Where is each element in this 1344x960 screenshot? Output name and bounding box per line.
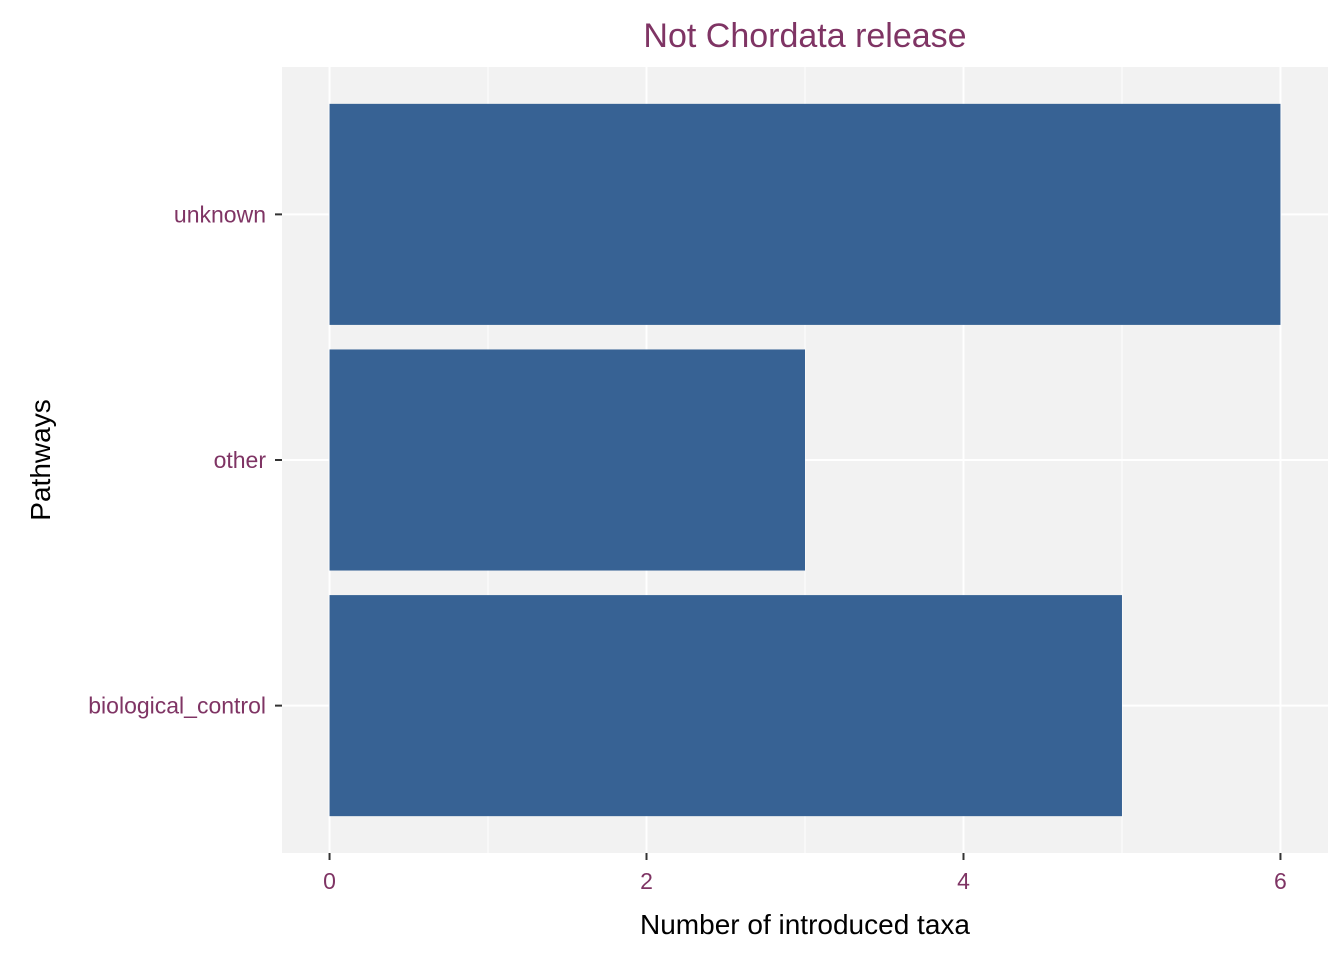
chart-title: Not Chordata release (643, 17, 966, 55)
x-axis-title: Number of introduced taxa (640, 909, 970, 940)
y-axis-ticks: biological_control other unknown (88, 201, 282, 719)
x-tick-label: 2 (640, 868, 653, 894)
bar-biological-control (329, 595, 1122, 817)
x-axis-ticks: 0 2 4 6 (323, 853, 1287, 894)
bar-other (329, 349, 805, 571)
y-axis-title: Pathways (25, 399, 56, 520)
x-tick-label: 6 (1274, 868, 1287, 894)
bars (329, 103, 1281, 817)
bar-unknown (329, 103, 1281, 325)
y-tick-label: biological_control (88, 693, 266, 719)
x-tick-label: 0 (323, 868, 336, 894)
y-tick-label: other (214, 447, 267, 473)
x-tick-label: 4 (957, 868, 970, 894)
y-tick-label: unknown (174, 201, 266, 227)
